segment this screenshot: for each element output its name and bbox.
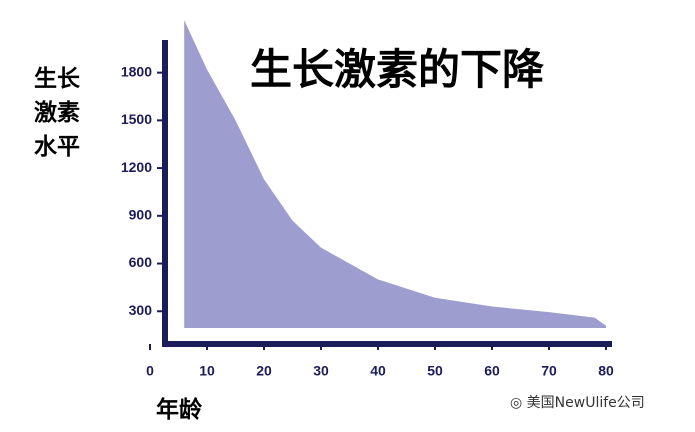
x-axis-label: 年龄 [156, 397, 202, 423]
y-axis-label: 生长激素水平 [34, 66, 80, 160]
y-tick-label: 1200 [121, 159, 152, 175]
x-tick-label: 80 [598, 363, 614, 379]
x-tick-label: 70 [541, 363, 557, 379]
y-tick-label: 1800 [121, 63, 152, 79]
y-tick-label: 300 [129, 302, 153, 318]
y-tick-label: 1500 [121, 111, 152, 127]
watermark-icon: ◎ [510, 395, 527, 411]
chart-title: 生长激素的下降 [250, 45, 545, 94]
watermark-text: 美国NewUlife公司 [526, 395, 645, 411]
x-tick-label: 30 [313, 363, 329, 379]
watermark: ◎ 美国NewUlife公司 [510, 392, 645, 412]
x-tick-label: 50 [427, 363, 443, 379]
x-tick-label: 20 [256, 363, 272, 379]
y-tick-label: 900 [129, 207, 153, 223]
x-tick-label: 0 [146, 363, 154, 379]
x-tick-label: 10 [199, 363, 215, 379]
y-tick-label: 600 [129, 254, 153, 270]
x-tick-label: 40 [370, 363, 386, 379]
area [184, 20, 606, 329]
x-tick-label: 60 [484, 363, 500, 379]
